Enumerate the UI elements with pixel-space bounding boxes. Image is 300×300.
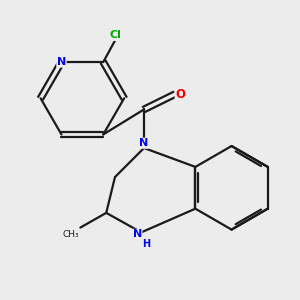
Text: H: H: [142, 238, 150, 248]
Text: N: N: [140, 138, 149, 148]
Text: Cl: Cl: [109, 30, 121, 40]
Text: N: N: [57, 57, 66, 67]
Text: CH₃: CH₃: [62, 230, 79, 239]
Text: O: O: [175, 88, 185, 101]
Text: N: N: [133, 230, 142, 239]
